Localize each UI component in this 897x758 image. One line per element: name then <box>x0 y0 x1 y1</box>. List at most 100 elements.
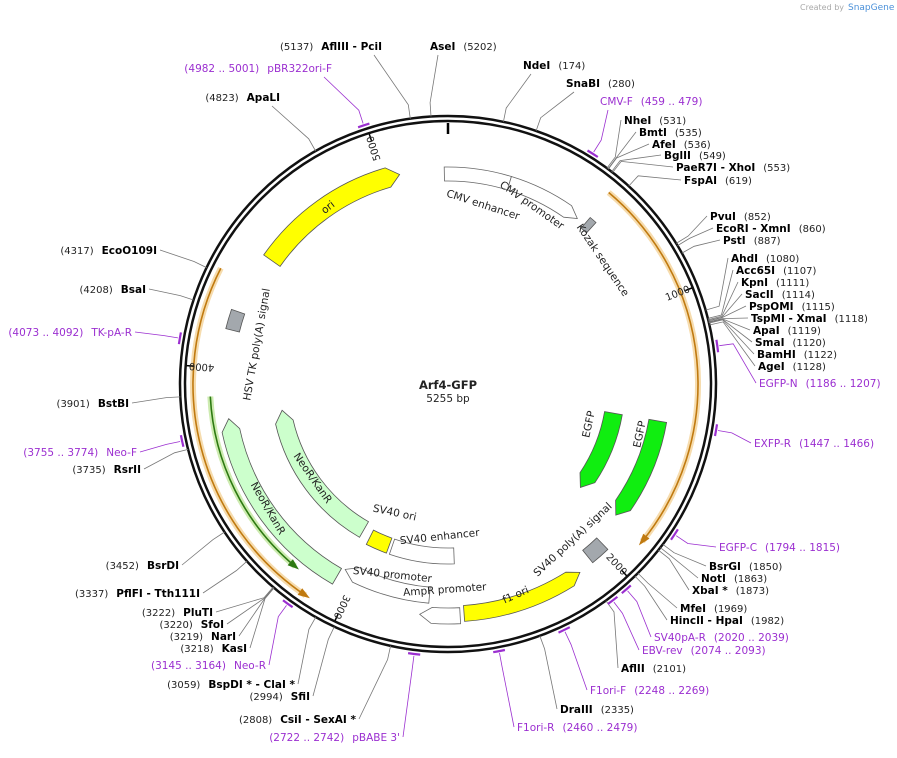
enzyme-label: (2994) SfiI <box>249 691 310 703</box>
enzyme-a: (2808) <box>239 715 272 726</box>
watermark-prefix: Created by <box>800 3 844 12</box>
primer-a: F1ori-F <box>590 685 626 697</box>
enzyme-b: (1120) <box>793 338 826 349</box>
enzyme-label: BsrGI (1850) <box>709 561 782 573</box>
enzyme-label: (4317) EcoO109I <box>60 245 157 257</box>
enzyme-b: (280) <box>608 79 635 90</box>
enzyme-b: (1114) <box>782 290 815 301</box>
enzyme-label: (5137) AflIII - PciI <box>280 41 382 53</box>
enzyme-a: MfeI <box>680 603 706 615</box>
enzyme-a: (5137) <box>280 42 313 53</box>
leader-line <box>613 601 640 651</box>
enzyme-label: (3220) SfoI <box>159 619 224 631</box>
leader-line <box>675 215 708 244</box>
enzyme-label: BmtI (535) <box>639 127 702 139</box>
coverage-head <box>297 588 310 599</box>
leader-line <box>662 543 707 567</box>
primer-label: F1ori-R (2460 .. 2479) <box>517 722 637 734</box>
enzyme-b: (2335) <box>601 705 634 716</box>
leader-line <box>681 239 721 254</box>
enzyme-b: PluTI <box>183 607 213 619</box>
leader-line <box>607 143 650 170</box>
leader-line <box>429 54 439 117</box>
tick-label: 5000 <box>365 134 383 162</box>
leader-line <box>708 281 739 321</box>
enzyme-a: (4823) <box>205 93 238 104</box>
enzyme-a: SacII <box>745 289 774 301</box>
enzyme-a: (3735) <box>72 465 105 476</box>
feature-label: SV40 enhancer <box>399 527 480 547</box>
primer-mark <box>177 332 182 345</box>
primer-b: (459 .. 479) <box>641 96 703 108</box>
primer-label: SV40pA-R (2020 .. 2039) <box>654 632 789 644</box>
enzyme-b: NarI <box>211 631 236 643</box>
feature-arrow <box>615 418 668 516</box>
enzyme-b: (1982) <box>751 616 784 627</box>
primer-label: EGFP-N (1186 .. 1207) <box>759 378 881 390</box>
plasmid-size: 5255 bp <box>426 393 470 405</box>
primer-label: (4982 .. 5001) pBR322ori-F <box>184 63 332 75</box>
enzyme-a: BglII <box>664 150 691 162</box>
leader-line <box>312 626 335 697</box>
enzyme-label: (3059) BspDI * - ClaI * <box>167 679 295 691</box>
enzyme-a: EcoRI - XmnI <box>716 223 791 235</box>
enzyme-a: (3222) <box>142 608 175 619</box>
leader-line <box>297 616 317 685</box>
leader-line <box>139 441 181 453</box>
leader-line <box>612 160 674 173</box>
leader-line <box>358 645 391 720</box>
feature-label: SV40 ori <box>372 503 418 524</box>
leader-line <box>148 288 194 301</box>
leader-line <box>215 586 274 613</box>
feature-label: EGFP <box>631 420 648 449</box>
leader-line <box>249 587 275 649</box>
enzyme-a: BmtI <box>639 127 667 139</box>
feature-label: HSV TK poly(A) signal <box>241 287 273 401</box>
enzyme-label: KpnI (1111) <box>741 277 809 289</box>
primer-label: (4073 .. 4092) TK-pA-R <box>8 327 132 339</box>
leader-line <box>134 331 178 339</box>
leader-line <box>658 549 690 591</box>
coverage-halo <box>606 190 701 544</box>
primer-b: (1186 .. 1207) <box>806 378 881 390</box>
primer-label: EXFP-R (1447 .. 1466) <box>754 438 874 450</box>
enzyme-a: KpnI <box>741 277 768 289</box>
enzyme-b: (1122) <box>804 350 837 361</box>
leader-line <box>564 631 588 691</box>
watermark-brand: SnapGene <box>848 3 895 13</box>
enzyme-label: (3222) PluTI <box>142 607 213 619</box>
primer-mark <box>586 149 599 158</box>
enzyme-b: SfoI <box>201 619 224 631</box>
enzyme-label: (3218) KasI <box>180 643 247 655</box>
tick-mark <box>368 133 373 142</box>
enzyme-b: (1118) <box>835 314 868 325</box>
primer-a: EBV-rev <box>642 645 683 657</box>
leader-line <box>675 535 717 548</box>
enzyme-b: (5202) <box>463 42 496 53</box>
enzyme-b: (174) <box>558 61 585 72</box>
enzyme-label: (3219) NarI <box>170 631 236 643</box>
primer-label: EBV-rev (2074 .. 2093) <box>642 645 766 657</box>
enzyme-a: (3218) <box>180 644 213 655</box>
primer-mark <box>607 595 619 605</box>
enzyme-label: AgeI (1128) <box>758 361 826 373</box>
enzyme-a: AseI <box>430 41 455 53</box>
enzyme-a: (3901) <box>57 399 90 410</box>
feature-arrow <box>275 409 370 538</box>
coverage-head <box>638 533 650 546</box>
leader-line <box>503 73 532 122</box>
tick-label: 1000 <box>664 284 692 304</box>
primer-b: (1794 .. 1815) <box>765 542 840 554</box>
enzyme-a: NdeI <box>523 60 550 72</box>
leader-line <box>717 430 752 444</box>
enzyme-b: (860) <box>799 224 826 235</box>
enzyme-b: (1863) <box>734 574 767 585</box>
enzyme-b: (536) <box>684 140 711 151</box>
enzyme-label: (3452) BsrDI <box>106 560 179 572</box>
enzyme-label: (3337) PflFI - Tth111I <box>75 588 200 600</box>
primer-mark <box>715 339 720 353</box>
enzyme-label: SacII (1114) <box>745 289 815 301</box>
primer-mark <box>407 652 421 656</box>
enzyme-b: (1119) <box>788 326 821 337</box>
